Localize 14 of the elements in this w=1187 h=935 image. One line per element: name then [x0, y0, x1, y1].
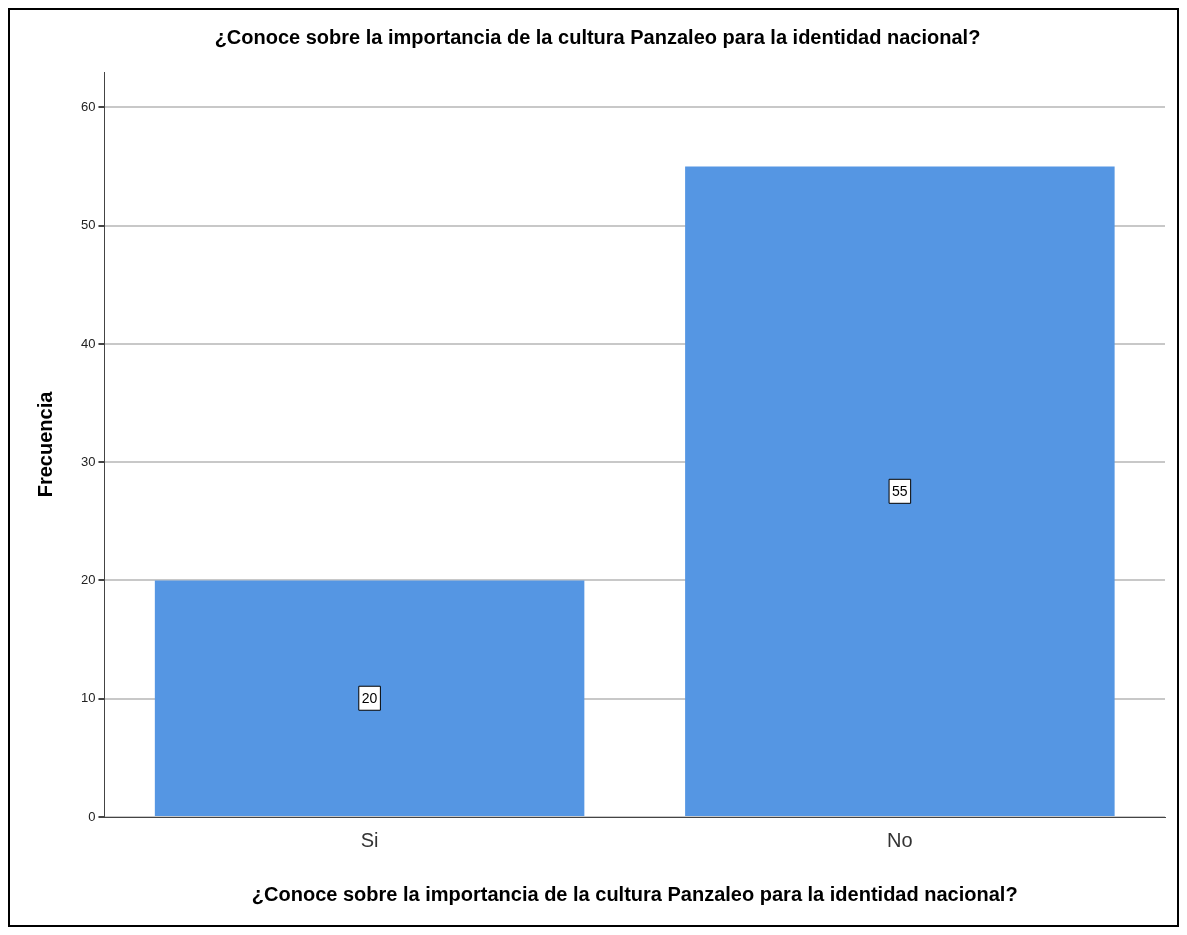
- x-axis-title: ¿Conoce sobre la importancia de la cultura Panzaleo para la identidad nacional?: [251, 882, 1018, 905]
- x-tick-label: No: [887, 828, 913, 851]
- x-tick-label: Si: [360, 828, 379, 851]
- y-tick-label: 60: [80, 99, 96, 115]
- y-axis-title: Frecuencia: [33, 390, 56, 498]
- y-tick-label: 50: [80, 217, 96, 233]
- y-tick-label: 20: [80, 572, 96, 588]
- chart-title: ¿Conoce sobre la importancia de la cultura Panzaleo para la identidad nacional?: [214, 25, 981, 48]
- y-tick-label: 30: [80, 453, 96, 469]
- y-tick-label: 0: [88, 808, 96, 824]
- y-tick-label: 40: [80, 335, 96, 351]
- data-label: 55: [892, 483, 908, 500]
- data-label: 20: [361, 690, 378, 707]
- y-tick-label: 10: [80, 690, 96, 706]
